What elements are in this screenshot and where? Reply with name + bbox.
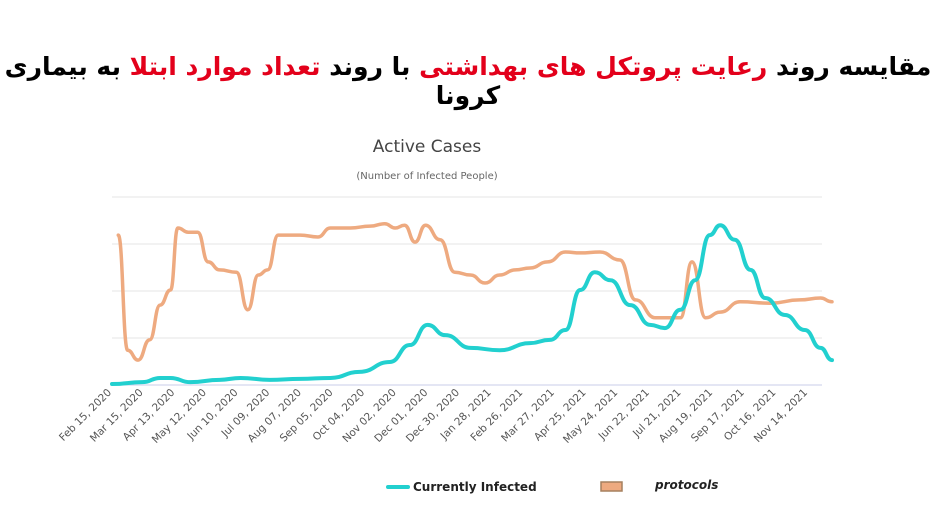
page-headline: مقایسه روند رعایت پروتکل های بهداشتی با … (0, 52, 936, 110)
legend-label-protocols[interactable]: protocols (654, 478, 718, 492)
chart-title: Active Cases (373, 137, 482, 157)
headline-part: رعایت پروتکل های بهداشتی (410, 52, 768, 81)
series-line-protocols (116, 222, 834, 362)
chart-subtitle: (Number of Infected People) (356, 171, 497, 182)
legend-label-currently-infected[interactable]: Currently Infected (413, 480, 537, 494)
headline-part: به بیماری کرونا (4, 52, 501, 110)
headline-part: تعداد موارد ابتلا (120, 52, 321, 81)
headline-part: مقایسه روند (767, 52, 932, 81)
legend-marker-protocols (600, 481, 623, 492)
series-line-currently-infected (110, 223, 834, 387)
headline-part: با روند (320, 52, 411, 81)
